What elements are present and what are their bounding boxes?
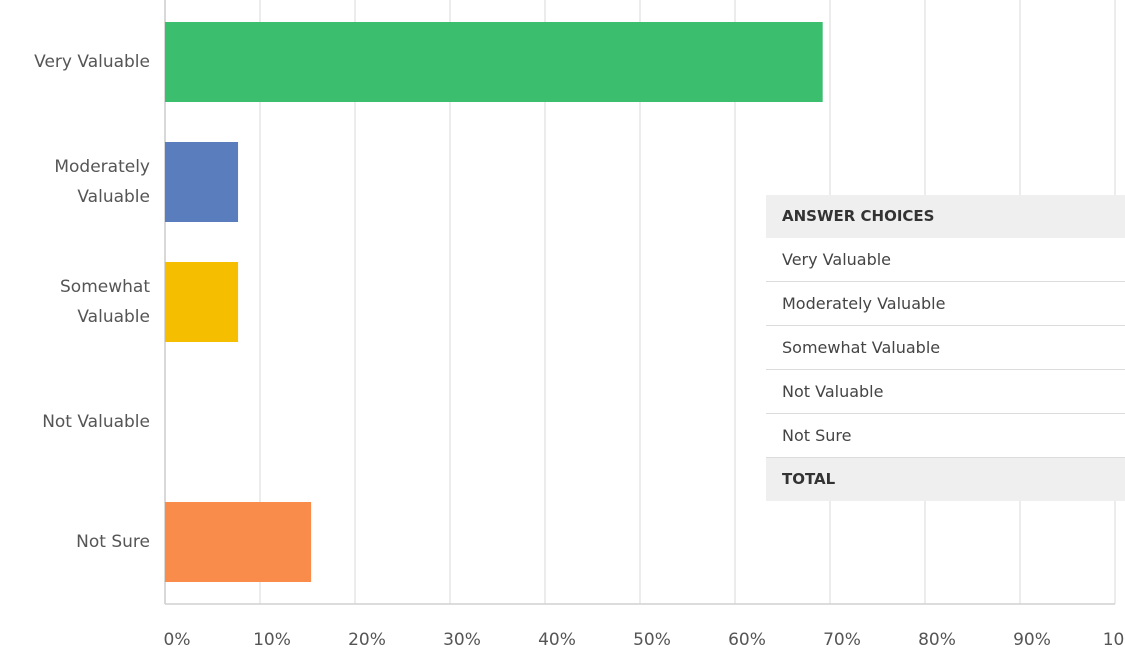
y-tick-label: Somewhat Valuable	[60, 277, 150, 327]
x-tick-label: 100%	[1103, 630, 1125, 650]
y-tick-label: Not Sure	[76, 532, 150, 552]
bar	[165, 502, 312, 582]
x-tick-label: 10%	[253, 630, 291, 650]
bar	[165, 22, 823, 102]
table-body: Very Valuable Moderately Valuable Somewhat…	[766, 238, 1125, 458]
x-tick-label: 30%	[443, 630, 481, 650]
x-tick-label: 70%	[823, 630, 861, 650]
x-tick-label: 0%	[164, 630, 191, 650]
bar	[165, 142, 239, 222]
x-tick-label: 80%	[918, 630, 956, 650]
x-tick-label: 50%	[633, 630, 671, 650]
table-row: Somewhat Valuable	[766, 326, 1125, 370]
table-row: Moderately Valuable	[766, 282, 1125, 326]
table-total: TOTAL	[766, 458, 1125, 501]
bar	[165, 262, 239, 342]
x-tick-label: 90%	[1013, 630, 1051, 650]
x-tick-label: 20%	[348, 630, 386, 650]
y-tick-label: Not Valuable	[42, 412, 150, 432]
y-tick-label: Very Valuable	[34, 52, 150, 72]
x-tick-label: 40%	[538, 630, 576, 650]
y-tick-label: Moderately Valuable	[54, 157, 150, 207]
table-row: Very Valuable	[766, 238, 1125, 282]
table-row: Not Valuable	[766, 370, 1125, 414]
table-row: Not Sure	[766, 414, 1125, 458]
table-header: ANSWER CHOICES	[766, 195, 1125, 238]
x-tick-label: 60%	[728, 630, 766, 650]
answer-table: ANSWER CHOICES Very Valuable Moderately V…	[766, 195, 1125, 501]
